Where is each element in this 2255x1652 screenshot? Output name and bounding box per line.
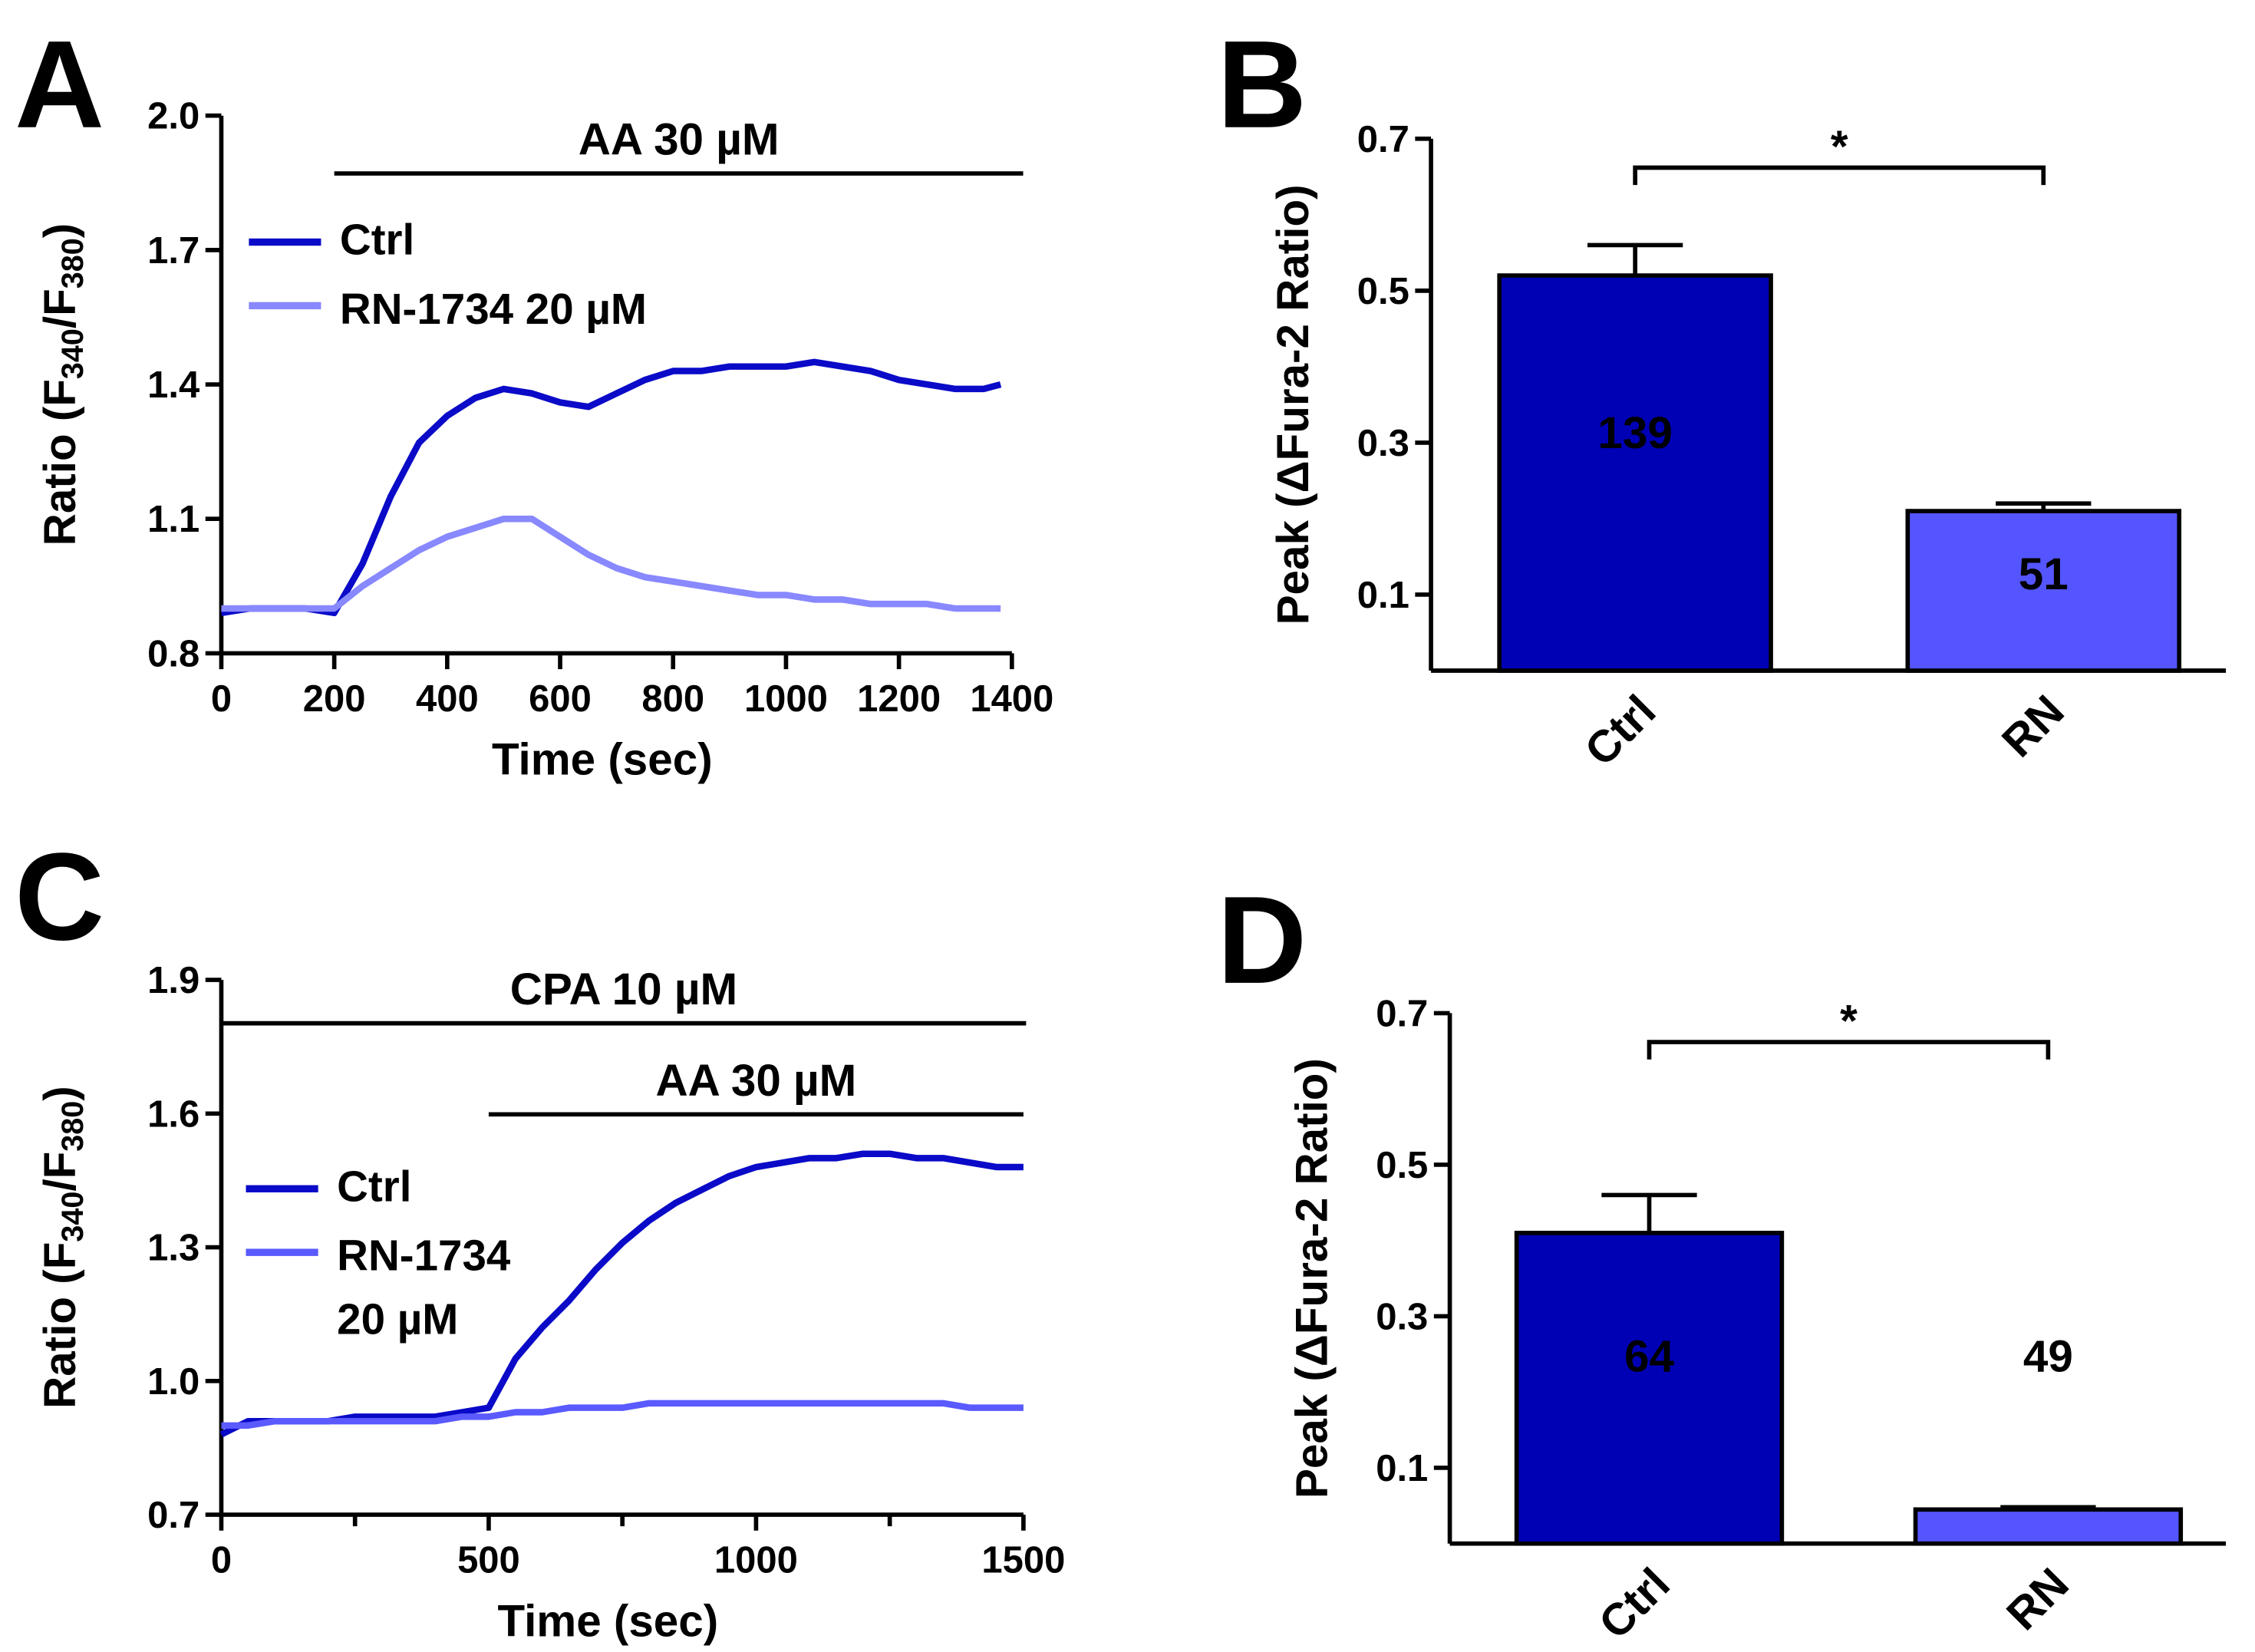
x-tick-label: 200 — [303, 678, 366, 720]
trace — [220, 358, 1002, 617]
y-axis-title: Peak (ΔFura-2 Ratio) — [1268, 184, 1318, 625]
y-tick-label: 1.3 — [147, 1228, 199, 1269]
y-tick-label: 1.1 — [147, 499, 199, 540]
legend-label: RN-1734 20 µM — [337, 1232, 511, 1344]
y-tick-label: 1.4 — [147, 364, 199, 406]
y-axis-title-part: 380 — [56, 238, 90, 289]
legend-swatch — [246, 1185, 318, 1193]
legend-box: Ctrl RN-1734 20 µM — [246, 1156, 563, 1353]
panel-letter: A — [15, 15, 104, 154]
y-axis-title-part: Ratio (F — [35, 379, 85, 546]
legend-item: RN-1734 20 µM — [246, 1220, 563, 1353]
y-axis-title-part: /F — [35, 289, 85, 328]
trace — [219, 1150, 1024, 1438]
x-tick-label: 0 — [211, 1539, 232, 1581]
y-tick-label: 2.0 — [147, 96, 199, 137]
bar — [1497, 273, 1773, 673]
x-tick-label: 400 — [416, 678, 479, 720]
x-tick-label: Ctrl — [1575, 686, 1665, 776]
legend-label: Ctrl — [339, 216, 415, 265]
legend-label: Ctrl — [337, 1163, 412, 1212]
n-label: 49 — [2023, 1332, 2073, 1382]
y-tick-label: 0.1 — [1357, 575, 1409, 616]
trace — [221, 515, 1001, 612]
x-axis-title: Time (sec) — [497, 1596, 718, 1646]
x-tick-label: RN — [1997, 1558, 2079, 1640]
y-tick-label: 1.7 — [147, 230, 199, 272]
y-tick-label: 0.7 — [1357, 119, 1409, 160]
y-axis-title: Ratio (F340/F380) — [35, 223, 90, 546]
x-tick-label: 0 — [211, 678, 232, 720]
significance-bracket — [1647, 1040, 2051, 1060]
x-tick-label: 1000 — [714, 1539, 798, 1581]
treatment-label: CPA 10 µM — [510, 964, 737, 1014]
y-axis-title-part: /F — [35, 1152, 85, 1192]
legend-swatch — [249, 238, 321, 246]
legend-swatch — [249, 302, 321, 310]
y-tick-label: 0.7 — [1376, 993, 1428, 1034]
legend-label: RN-1734 20 µM — [339, 285, 647, 335]
y-axis-title-part: 380 — [56, 1101, 90, 1152]
y-axis-title-part: 340 — [56, 1192, 90, 1242]
treatment-label: AA 30 µM — [579, 115, 780, 165]
x-tick-label: 600 — [529, 678, 592, 720]
y-tick-label: 0.8 — [147, 633, 199, 674]
x-tick-label: 500 — [457, 1539, 520, 1581]
y-tick-label: 1.9 — [147, 960, 199, 1001]
x-tick-label: 1500 — [981, 1539, 1065, 1581]
y-tick-label: 1.0 — [147, 1361, 199, 1403]
legend-item: Ctrl — [249, 209, 826, 273]
legend: Ctrl RN-1734 20 µM — [249, 209, 826, 342]
legend-item: RN-1734 20 µM — [249, 273, 826, 342]
y-tick-label: 0.3 — [1376, 1296, 1428, 1337]
trace — [221, 1400, 1024, 1429]
panel-letter: C — [15, 827, 104, 966]
treatment-label: AA 30 µM — [656, 1056, 857, 1106]
y-tick-label: 0.5 — [1376, 1145, 1428, 1186]
panel-letter: B — [1217, 15, 1307, 154]
x-tick-label: 1400 — [970, 678, 1053, 720]
y-axis-title: Ratio (F340/F380) — [35, 1086, 90, 1409]
y-axis-title-part: 340 — [56, 328, 90, 379]
x-tick-label: 1000 — [744, 678, 828, 720]
y-tick-label: 1.6 — [147, 1093, 199, 1135]
x-tick-label: 1200 — [857, 678, 941, 720]
bar — [1913, 1507, 2184, 1546]
bar — [1514, 1230, 1785, 1546]
y-tick-label: 0.1 — [1376, 1448, 1428, 1489]
significance-bracket — [1633, 165, 2046, 186]
y-axis-title-part: Ratio (F — [35, 1242, 85, 1409]
n-label: 64 — [1624, 1332, 1674, 1382]
bar — [1905, 509, 2182, 673]
n-label: 51 — [2019, 549, 2069, 599]
y-axis-title-part: ) — [35, 1086, 85, 1100]
x-axis-title: Time (sec) — [492, 735, 713, 785]
legend-box: Ctrl RN-1734 20 µM — [249, 209, 826, 342]
x-tick-label: 800 — [641, 678, 704, 720]
y-tick-label: 0.5 — [1357, 271, 1409, 312]
y-axis-title-part: ) — [35, 223, 85, 238]
legend-item: Ctrl — [246, 1156, 563, 1220]
significance-star: * — [1831, 122, 1848, 172]
panel-letter: D — [1217, 871, 1307, 1010]
legend: Ctrl RN-1734 20 µM — [246, 1156, 563, 1353]
x-tick-label: RN — [1993, 686, 2074, 767]
x-tick-label: Ctrl — [1590, 1558, 1680, 1648]
y-axis-title: Peak (ΔFura-2 Ratio) — [1287, 1058, 1337, 1499]
n-label: 139 — [1597, 408, 1672, 458]
significance-star: * — [1840, 997, 1858, 1047]
legend-swatch — [246, 1248, 318, 1256]
y-tick-label: 0.3 — [1357, 423, 1409, 464]
y-tick-label: 0.7 — [147, 1495, 199, 1536]
